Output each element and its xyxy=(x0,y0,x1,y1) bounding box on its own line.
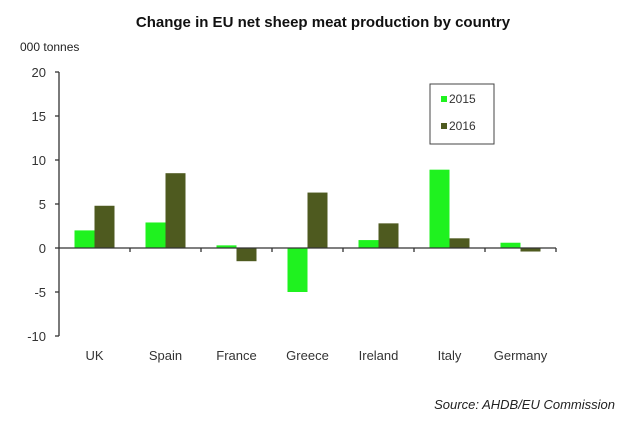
legend-swatch-2016 xyxy=(441,123,447,129)
y-tick-label: 0 xyxy=(39,241,46,256)
legend: 2015 2016 xyxy=(429,83,495,145)
bar-2016-greece xyxy=(307,192,328,248)
bar-2015-italy xyxy=(429,169,450,248)
y-tick-label: -10 xyxy=(27,329,46,344)
y-axis-unit-label: 000 tonnes xyxy=(20,40,79,54)
x-category-label: France xyxy=(216,348,256,363)
source-note: Source: AHDB/EU Commission xyxy=(434,397,615,412)
y-tick-label: 10 xyxy=(32,153,46,168)
y-tick-label: -5 xyxy=(34,285,46,300)
x-category-label: UK xyxy=(85,348,103,363)
bar-2016-ireland xyxy=(378,223,399,248)
x-category-label: Spain xyxy=(149,348,182,363)
bar-2015-ireland xyxy=(358,240,379,248)
y-tick-label: 5 xyxy=(39,197,46,212)
legend-swatch-2015 xyxy=(441,96,447,102)
legend-label-2016: 2016 xyxy=(449,119,476,133)
bar-2015-greece xyxy=(287,248,308,292)
y-tick-label: 15 xyxy=(32,109,46,124)
bar-2016-france xyxy=(236,248,257,262)
bar-2016-uk xyxy=(94,205,115,248)
bar-2016-germany xyxy=(520,248,541,252)
legend-box xyxy=(429,83,495,145)
bars xyxy=(74,169,541,292)
bar-2015-france xyxy=(216,245,237,248)
x-axis: UK Spain France Greece Ireland Italy Germany xyxy=(59,247,557,363)
x-category-label: Germany xyxy=(494,348,548,363)
chart-title: Change in EU net sheep meat production b… xyxy=(136,14,511,31)
bar-2015-uk xyxy=(74,230,95,248)
x-category-label: Italy xyxy=(438,348,462,363)
y-tick-label: 20 xyxy=(32,65,46,80)
bar-2016-italy xyxy=(449,238,470,248)
x-category-label: Greece xyxy=(286,348,329,363)
bar-2015-germany xyxy=(500,242,521,248)
bar-2016-spain xyxy=(165,173,186,248)
bar-2015-spain xyxy=(145,222,166,248)
x-category-label: Ireland xyxy=(359,348,399,363)
y-axis: 20 15 10 5 0 -5 -10 xyxy=(27,65,60,344)
legend-label-2015: 2015 xyxy=(449,92,476,106)
